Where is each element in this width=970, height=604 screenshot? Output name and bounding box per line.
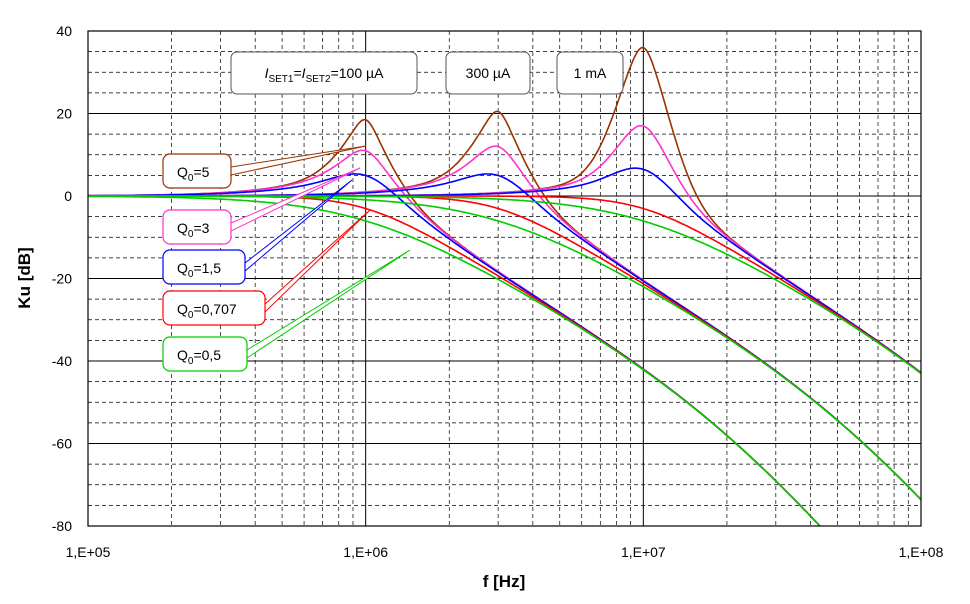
y-tick-label: 0	[64, 188, 72, 204]
callout-box-3	[162, 290, 266, 326]
x-axis-label: f [Hz]	[483, 572, 525, 591]
callout-label-0: Q0=5	[177, 164, 210, 184]
callout-label-1: Q0=3	[177, 220, 210, 240]
y-tick-label: -60	[52, 436, 72, 452]
x-tick-label: 1,E+07	[621, 544, 666, 560]
x-tick-label: 1,E+05	[66, 544, 111, 560]
bias-box-1	[445, 51, 531, 95]
bias-label-2: 1 mA	[574, 65, 607, 81]
y-tick-label: 20	[56, 106, 72, 122]
q-callouts: Q0=5 Q0=3 Q0=1,5 Q0=0,707 Q0=0,5	[162, 153, 266, 372]
callout-box-0	[162, 153, 232, 189]
bias-label-1: 300 µA	[466, 65, 511, 81]
callout-leaders	[230, 145, 411, 359]
bias-label-0: ISET1=ISET2=100 µA	[265, 65, 384, 85]
callout-box-2	[162, 249, 246, 285]
bias-box-2	[556, 51, 624, 95]
curve-Q0=0,5-0	[88, 195, 821, 526]
callout-label-4: Q0=0,5	[177, 347, 221, 367]
callout-box-4	[162, 336, 248, 372]
callout-box-1	[162, 209, 232, 245]
callout-label-3: Q0=0,707	[177, 301, 237, 321]
y-tick-label: 40	[56, 23, 72, 39]
x-tick-label: 1,E+08	[899, 544, 944, 560]
y-tick-label: -80	[52, 518, 72, 534]
curve-Q0=0,5-2	[88, 195, 921, 375]
plot-frame	[87, 30, 922, 527]
x-tick-label: 1,E+06	[343, 544, 388, 560]
tick-labels: 1,E+05 1,E+06 1,E+07 1,E+08 40 20 0 -20 -40 -60 -8…	[52, 23, 944, 560]
y-axis-label: Ku [dB]	[15, 247, 34, 308]
y-tick-label: -40	[52, 353, 72, 369]
bias-box-0	[230, 51, 418, 95]
callout-label-2: Q0=1,5	[177, 260, 221, 280]
curves	[88, 46, 921, 526]
bias-labels: ISET1=ISET2=100 µA 300 µA 1 mA	[230, 51, 624, 95]
y-tick-label: -20	[52, 271, 72, 287]
